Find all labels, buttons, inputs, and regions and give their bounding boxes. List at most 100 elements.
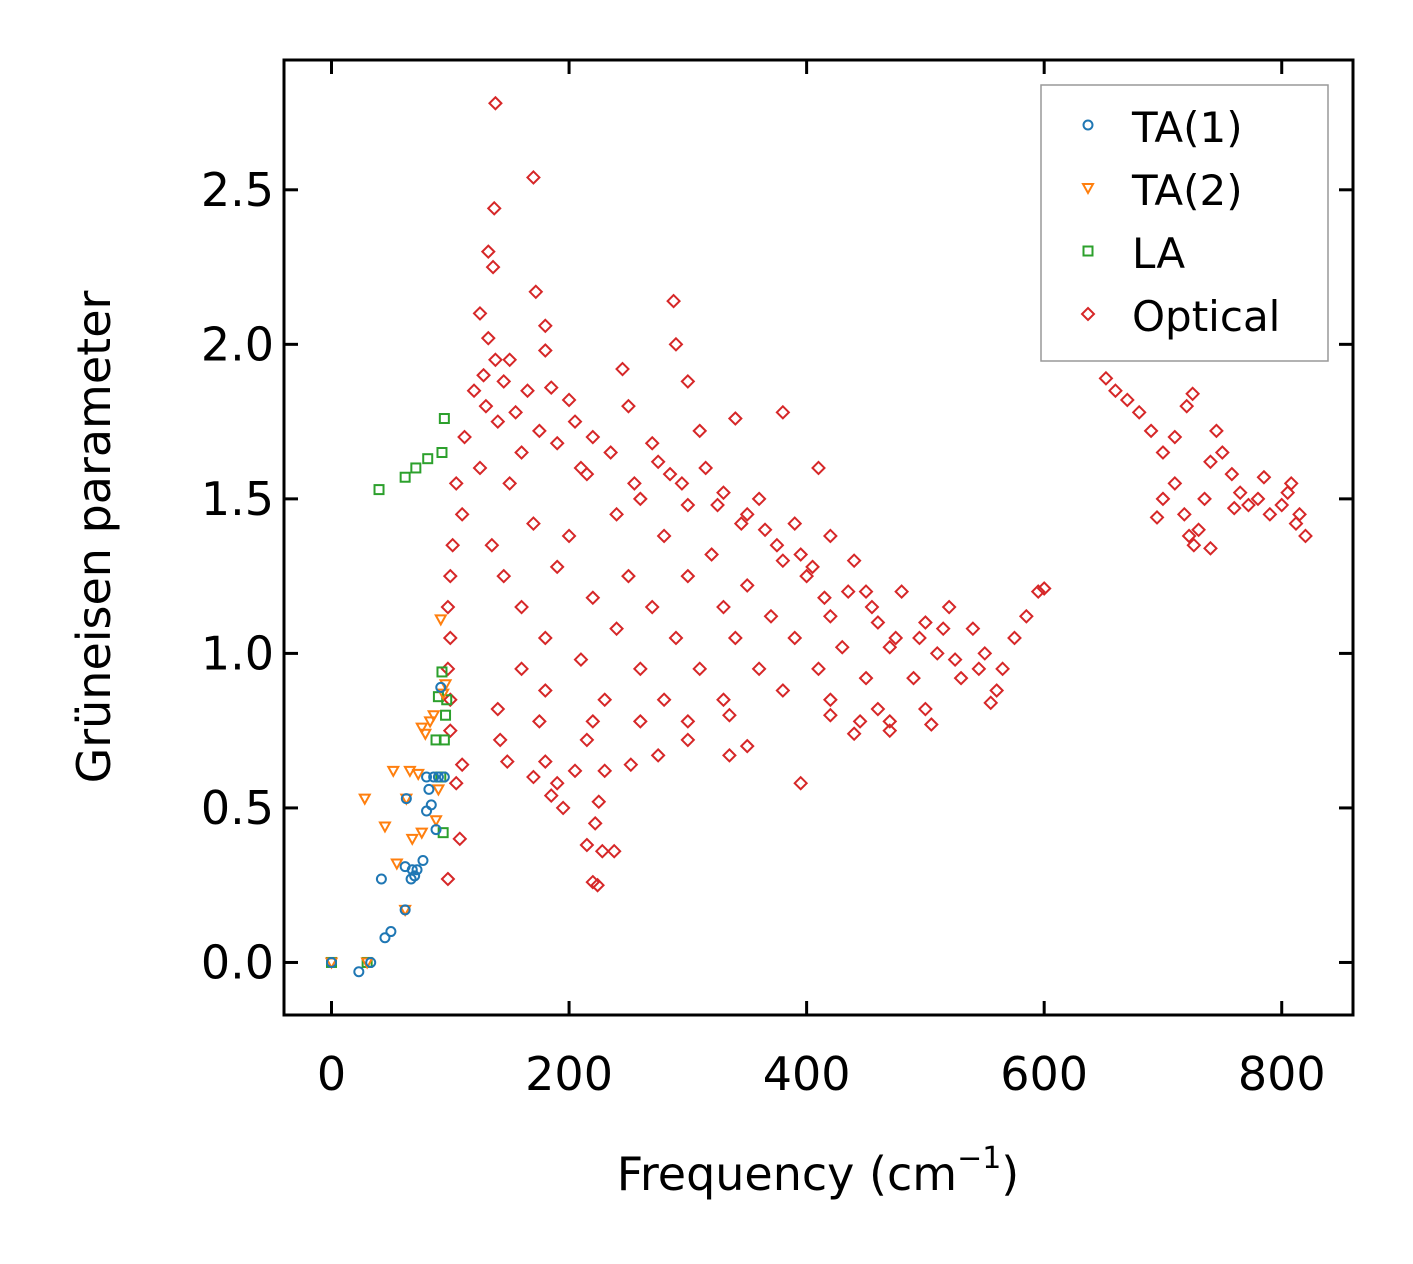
data-point — [425, 799, 437, 811]
data-point — [476, 367, 491, 383]
data-point — [436, 688, 450, 701]
data-point — [722, 747, 737, 763]
legend-label-optical: Optical — [1132, 292, 1280, 341]
data-point — [623, 757, 639, 773]
data-point — [543, 788, 559, 803]
data-point — [822, 608, 838, 624]
y-tick-label: 0.0 — [201, 935, 274, 989]
data-point — [632, 713, 648, 729]
data-point — [488, 95, 503, 111]
points-layer — [324, 95, 1313, 978]
data-point — [941, 599, 957, 615]
data-point — [1186, 537, 1202, 553]
data-point — [1203, 540, 1218, 556]
data-point — [531, 423, 547, 439]
data-point — [692, 423, 708, 439]
data-point — [585, 713, 601, 729]
data-point — [882, 723, 898, 739]
data-point — [421, 805, 433, 817]
data-point — [1208, 423, 1224, 439]
ticks-layer: 0 200 400 600 800 0.0 0.5 1.0 1.5 2.0 2.5 — [201, 60, 1353, 1101]
data-point — [1298, 528, 1313, 544]
data-point — [870, 615, 886, 630]
data-point — [722, 707, 737, 723]
data-point — [480, 330, 496, 346]
data-point — [710, 497, 725, 513]
data-point — [971, 661, 987, 677]
data-point — [888, 630, 904, 646]
data-point — [615, 361, 630, 377]
data-point — [590, 877, 605, 893]
legend-frame — [1040, 84, 1329, 362]
data-point — [704, 547, 720, 562]
data-point — [579, 466, 595, 482]
data-point — [739, 577, 755, 593]
data-point — [537, 318, 553, 334]
data-point — [680, 497, 696, 513]
data-point — [1203, 454, 1218, 470]
data-point — [429, 815, 443, 828]
data-point — [822, 692, 838, 708]
data-point — [846, 726, 862, 742]
data-point — [490, 701, 506, 717]
legend-label-ta1: TA(1) — [1131, 103, 1243, 152]
data-point — [609, 506, 624, 522]
data-point — [1280, 485, 1296, 501]
data-point — [405, 833, 419, 846]
data-point — [485, 259, 501, 275]
data-point — [400, 793, 412, 805]
data-point — [537, 683, 553, 698]
data-point — [852, 713, 868, 729]
data-point — [549, 435, 565, 451]
data-point — [426, 710, 441, 723]
data-point — [906, 670, 921, 686]
data-point — [1036, 581, 1052, 596]
data-point — [680, 374, 696, 389]
data-point — [692, 661, 708, 677]
data-point — [411, 864, 423, 876]
x-tick-label: 600 — [1000, 1047, 1088, 1101]
data-point — [983, 695, 999, 711]
data-point — [864, 599, 880, 615]
legend-markers — [1080, 119, 1096, 322]
series-optical — [440, 95, 1313, 893]
data-point — [727, 630, 743, 646]
data-point — [603, 445, 619, 460]
legend-marker — [1082, 119, 1094, 131]
legend-label-la: LA — [1132, 229, 1185, 278]
data-point — [549, 775, 565, 791]
data-point — [417, 854, 429, 866]
data-point — [1191, 522, 1207, 538]
data-point — [727, 411, 743, 426]
data-point — [591, 794, 607, 810]
data-point — [484, 537, 500, 553]
data-point — [834, 639, 850, 655]
data-point — [1018, 608, 1034, 624]
data-point — [526, 170, 541, 185]
data-point — [421, 771, 433, 783]
data-point — [579, 837, 595, 853]
data-point — [656, 528, 672, 544]
data-point — [587, 815, 603, 831]
data-point — [561, 528, 577, 544]
data-point — [440, 709, 452, 721]
data-point — [716, 599, 731, 615]
data-point — [520, 383, 535, 399]
data-point — [1288, 516, 1304, 532]
data-point — [739, 506, 755, 522]
data-point — [965, 621, 981, 637]
data-point — [452, 831, 468, 847]
data-point — [431, 784, 446, 797]
data-point — [870, 701, 886, 717]
data-point — [609, 621, 624, 637]
data-point — [680, 568, 696, 584]
data-point — [656, 692, 672, 708]
y-tick-label: 1.0 — [201, 626, 274, 680]
data-point — [917, 615, 933, 630]
data-point — [430, 824, 442, 836]
data-point — [716, 692, 731, 708]
data-point — [488, 352, 503, 368]
data-point — [1167, 429, 1183, 445]
data-point — [438, 771, 450, 783]
x-tick-label: 200 — [525, 1047, 613, 1101]
